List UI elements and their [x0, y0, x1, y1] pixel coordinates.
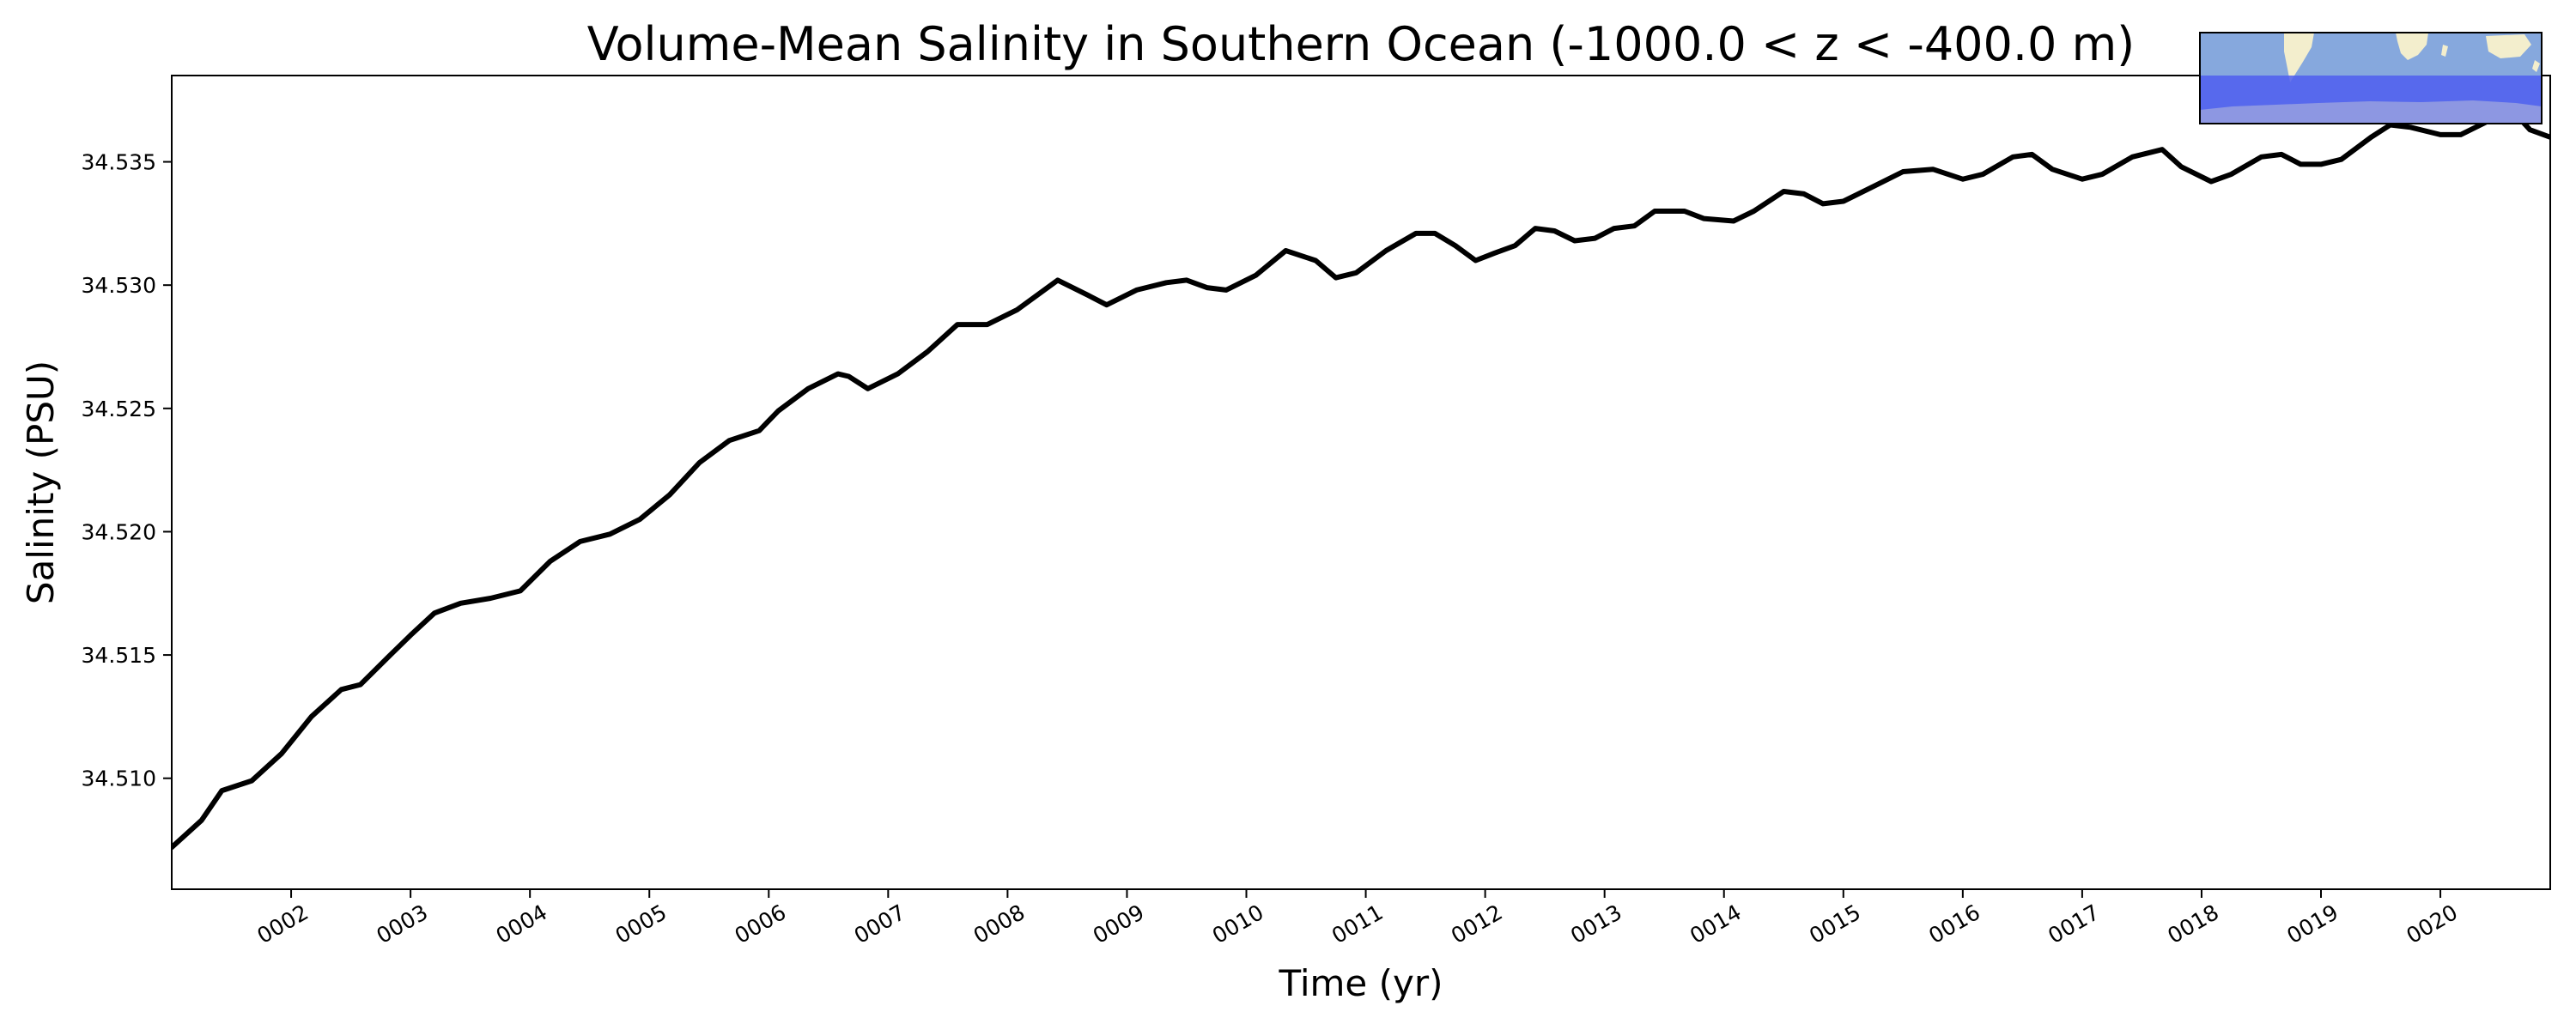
- plot-frame: [171, 75, 2551, 890]
- y-tick-label: 34.530: [82, 273, 156, 298]
- y-tick-label: 34.535: [82, 150, 156, 175]
- x-tick-label: 0006: [731, 900, 791, 948]
- chart-title: Volume-Mean Salinity in Southern Ocean (…: [587, 17, 2136, 71]
- x-axis-label: Time (yr): [1278, 962, 1443, 1004]
- x-tick-label: 0018: [2163, 900, 2223, 948]
- inset-map-australia: [2486, 34, 2531, 58]
- x-axis-ticks: 0002 0003 0004 0005 0006 0007 0008 0009 0010 0011…: [252, 889, 2462, 948]
- x-tick-label: 0010: [1208, 900, 1268, 948]
- x-tick-label: 0014: [1686, 900, 1746, 948]
- y-tick-label: 34.520: [82, 519, 156, 544]
- x-tick-label: 0007: [850, 900, 910, 948]
- inset-map-madagascar: [2441, 45, 2448, 57]
- x-tick-label: 0020: [2402, 900, 2462, 948]
- x-tick-label: 0009: [1089, 900, 1149, 948]
- inset-map-southern-ocean-region: [2200, 76, 2542, 124]
- x-tick-label: 0004: [492, 900, 552, 948]
- inset-map-south-america: [2284, 33, 2314, 82]
- y-tick-label: 34.525: [82, 397, 156, 421]
- x-tick-label: 0002: [252, 900, 313, 948]
- inset-map: [2199, 32, 2543, 124]
- x-tick-label: 0015: [1805, 900, 1865, 948]
- inset-map-frame: [2199, 32, 2543, 124]
- x-tick-label: 0019: [2282, 900, 2342, 948]
- x-tick-label: 0003: [373, 900, 433, 948]
- plot-area: [172, 76, 2550, 889]
- inset-map-africa: [2396, 33, 2428, 60]
- x-tick-label: 0012: [1447, 900, 1507, 948]
- x-tick-label: 0013: [1566, 900, 1626, 948]
- inset-map-antarctica: [2200, 100, 2542, 124]
- x-tick-label: 0008: [969, 900, 1030, 948]
- x-tick-label: 0005: [611, 900, 671, 948]
- x-tick-label: 0011: [1327, 900, 1388, 948]
- x-tick-label: 0016: [1924, 900, 1984, 948]
- salinity-series-line: [172, 105, 2550, 851]
- y-axis-ticks: 34.510 34.515 34.520 34.525 34.530 34.535: [82, 150, 172, 791]
- x-tick-label: 0017: [2044, 900, 2104, 948]
- y-tick-label: 34.515: [82, 643, 156, 668]
- y-axis-label: Salinity (PSU): [20, 360, 62, 604]
- y-tick-label: 34.510: [82, 766, 156, 791]
- inset-map-new-zealand: [2532, 60, 2540, 72]
